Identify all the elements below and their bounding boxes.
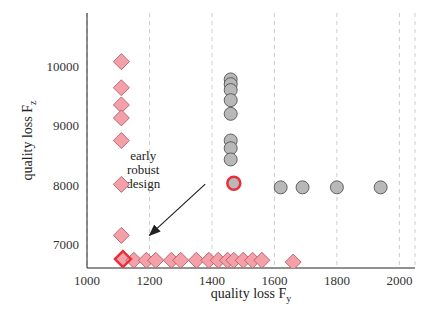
svg-text:7000: 7000 [53,237,79,252]
svg-text:1200: 1200 [136,273,162,288]
svg-text:robust: robust [127,162,160,177]
svg-text:1600: 1600 [261,273,287,288]
svg-text:8000: 8000 [53,178,79,193]
svg-text:1800: 1800 [324,273,350,288]
svg-text:10000: 10000 [47,59,80,74]
svg-text:2000: 2000 [386,273,412,288]
svg-text:9000: 9000 [53,118,79,133]
svg-text:design: design [126,176,160,191]
svg-text:quality loss Fz: quality loss Fz [20,100,38,180]
svg-text:1000: 1000 [74,273,100,288]
svg-text:1400: 1400 [199,273,225,288]
svg-text:early: early [130,148,156,163]
svg-text:quality loss Fy: quality loss Fy [211,286,291,304]
